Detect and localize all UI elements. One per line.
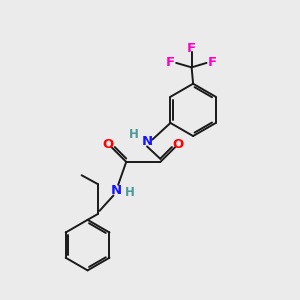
Text: H: H — [125, 186, 135, 199]
Text: O: O — [103, 138, 114, 151]
Text: F: F — [207, 56, 216, 69]
Text: H: H — [129, 128, 139, 141]
Text: F: F — [166, 56, 176, 69]
Text: O: O — [172, 138, 184, 151]
Text: N: N — [142, 135, 153, 148]
Text: N: N — [110, 184, 122, 196]
Text: F: F — [187, 42, 196, 55]
